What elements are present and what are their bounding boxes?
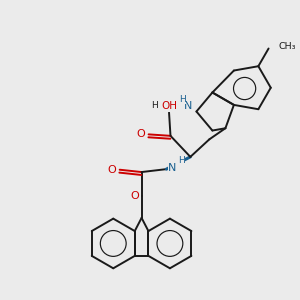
Text: CH₃: CH₃	[279, 42, 296, 51]
Text: OH: OH	[161, 101, 177, 111]
Text: O: O	[136, 129, 145, 140]
Text: H: H	[179, 95, 186, 104]
Text: O: O	[131, 191, 140, 201]
Text: N: N	[168, 163, 176, 173]
Text: H: H	[178, 157, 184, 166]
Text: H: H	[151, 101, 158, 110]
Text: N: N	[184, 101, 193, 111]
Text: O: O	[107, 165, 116, 175]
